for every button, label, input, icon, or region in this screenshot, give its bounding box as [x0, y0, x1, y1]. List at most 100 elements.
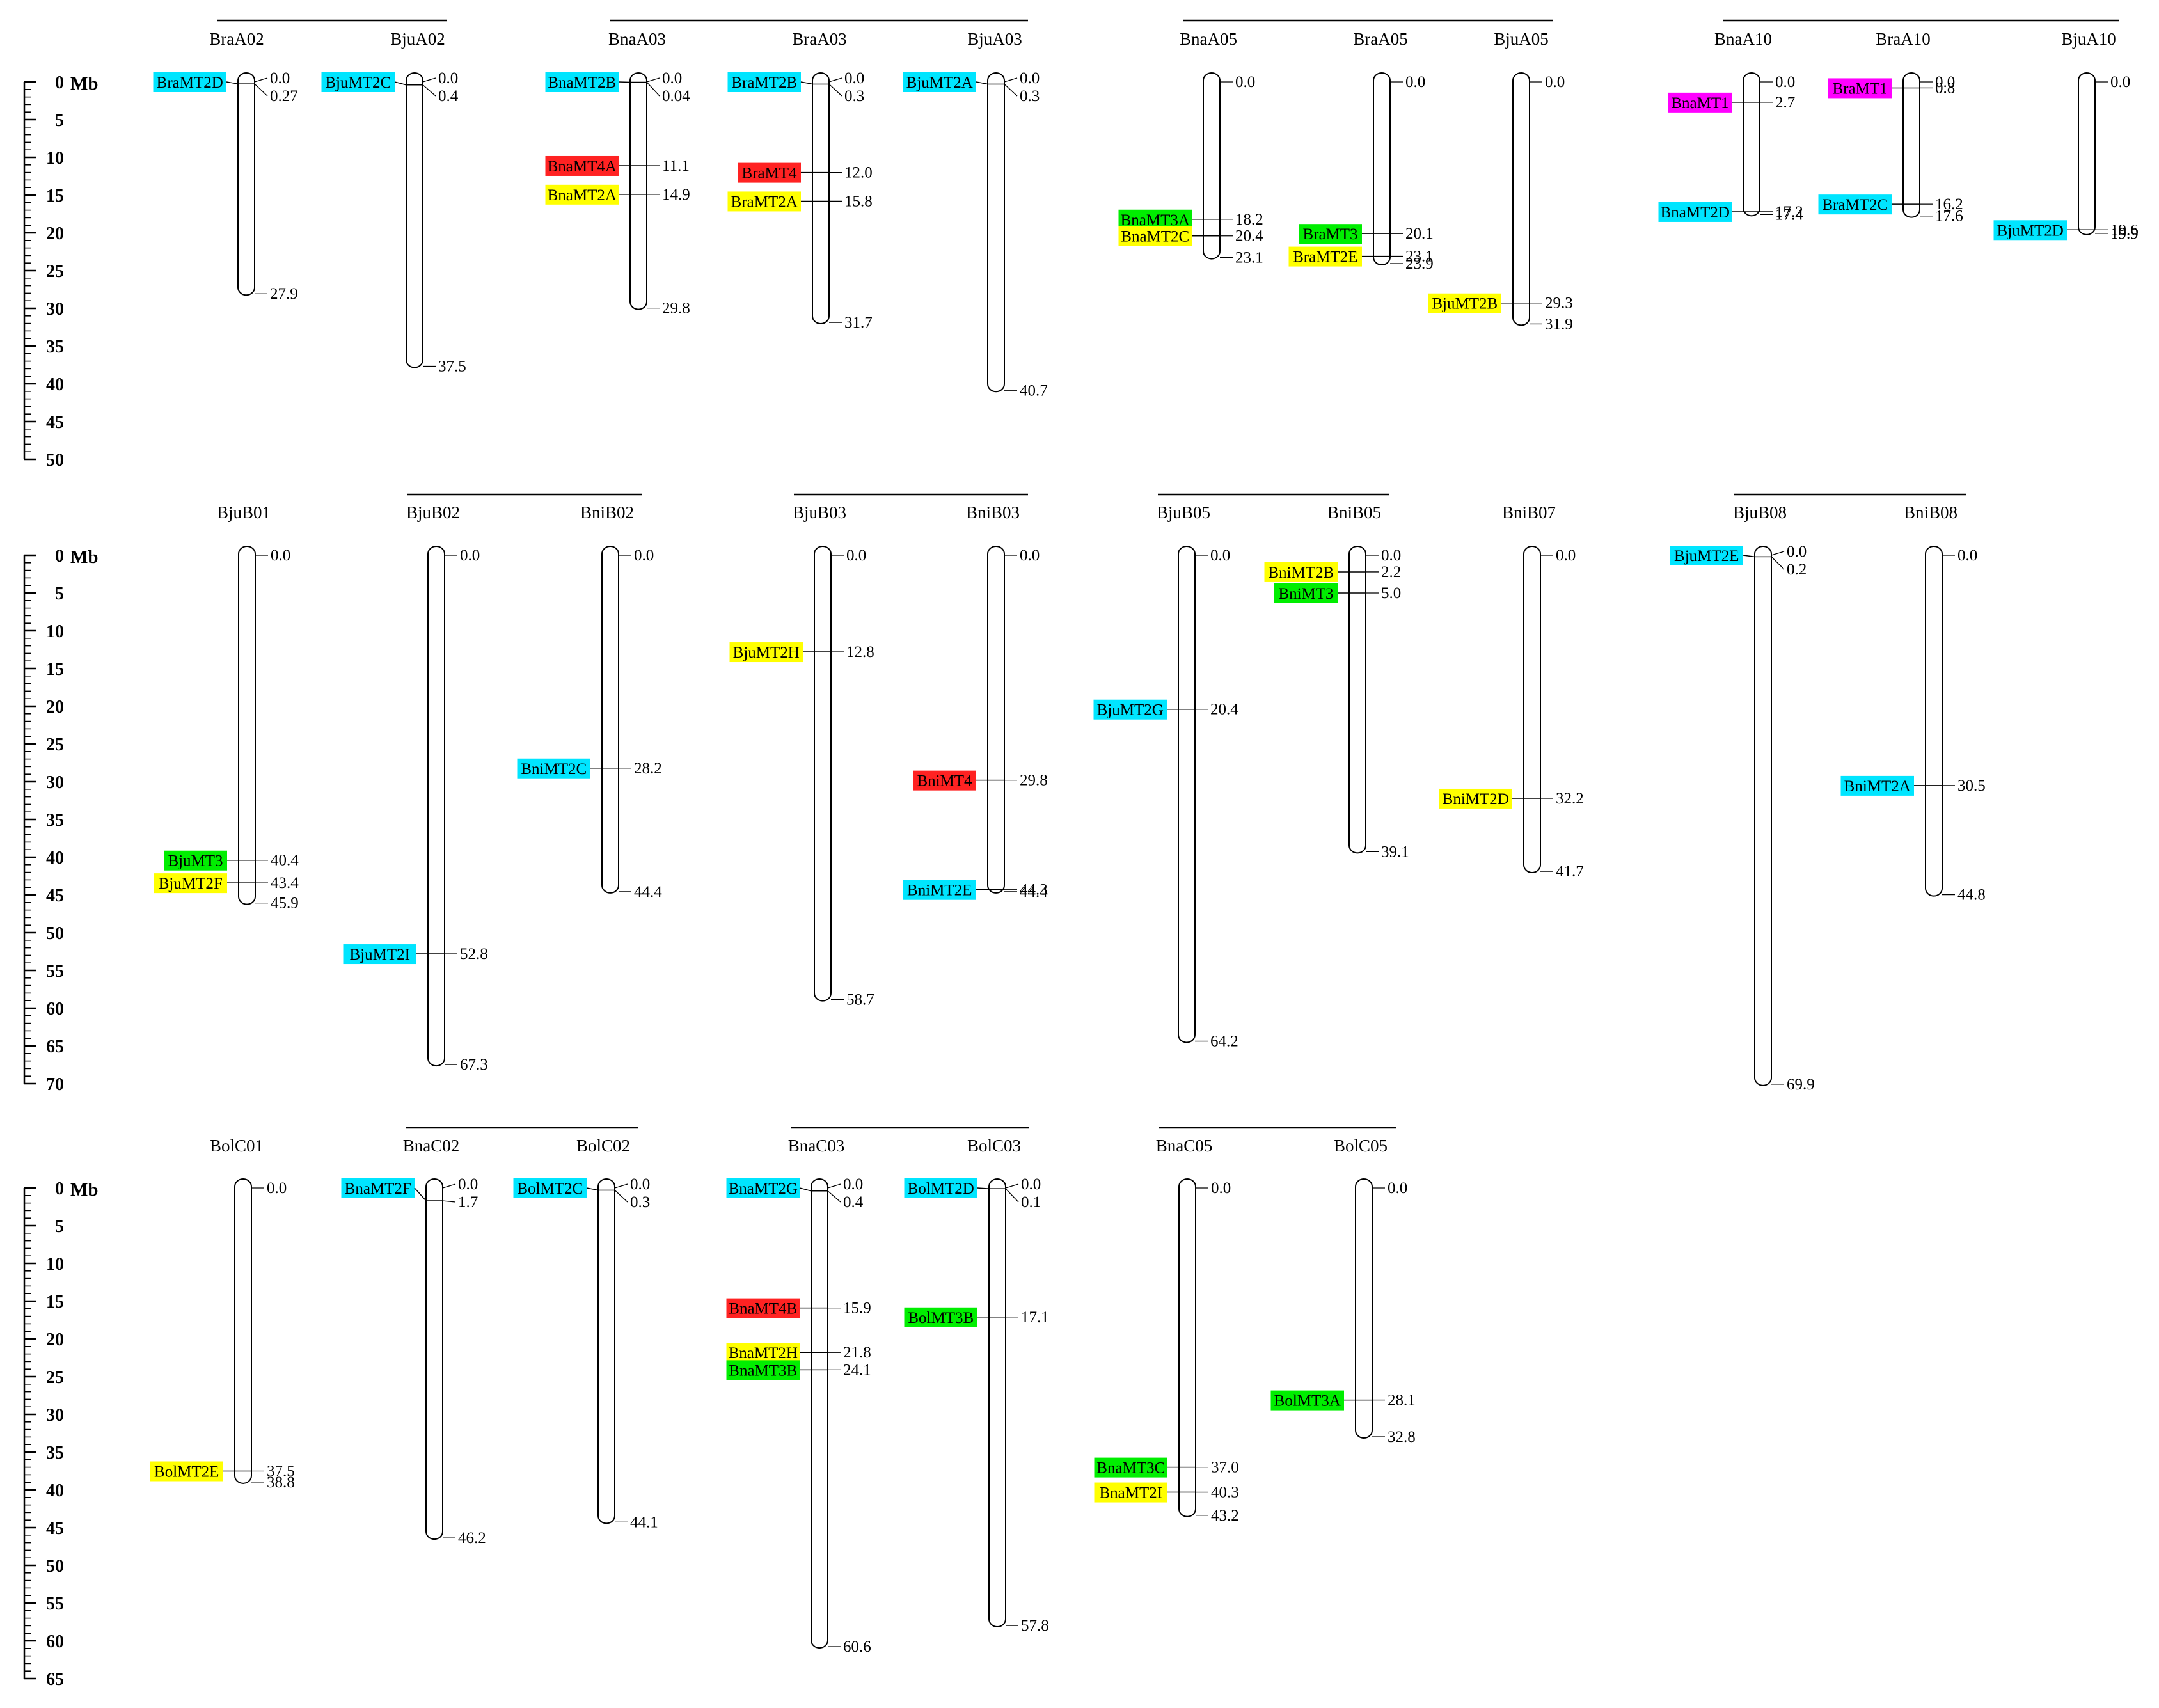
scale-tick-label: 15	[46, 660, 64, 679]
position-leader	[646, 77, 660, 83]
position-label: 0.0	[1235, 74, 1255, 91]
position-label: 28.1	[1388, 1392, 1416, 1409]
gene-label: BjuMT2C	[325, 74, 391, 91]
position-label: 46.2	[458, 1530, 486, 1547]
gene-label-bg	[726, 1343, 800, 1363]
position-label: 44.8	[1957, 887, 1986, 904]
gene-label-bg	[738, 162, 801, 183]
position-label: 19.6	[2110, 221, 2139, 239]
gene-label: BniMT2D	[1443, 791, 1509, 808]
chromosome-name: BniB02	[580, 503, 634, 522]
scale-tick-label: 40	[46, 848, 64, 868]
chromosome-name: BraA02	[209, 29, 264, 49]
position-label: 0.0	[2110, 74, 2130, 91]
scale-tick-label: 20	[46, 224, 64, 244]
chromosome-name: BnaA03	[608, 29, 666, 49]
position-label: 0.0	[1381, 547, 1401, 564]
gene-label: BjuMT2E	[1674, 548, 1739, 565]
chromosome-rod	[1178, 1178, 1196, 1517]
position-label: 11.1	[662, 157, 690, 175]
chromosome-name: BraA03	[792, 29, 846, 49]
gene-marker: BraMT2E 23.1	[1288, 246, 1434, 267]
gene-marker: BjuMT2E 0.00.2	[1670, 543, 1807, 578]
scale-tick-label: 40	[46, 1481, 64, 1501]
scale-tick-label: 15	[46, 186, 64, 206]
chromosome: BnaA10 BnaMT1 2.7 BnaMT2D 17.2 0.0 17.4	[1658, 29, 1803, 223]
gene-marker: BnaMT2B 0.00.04	[545, 70, 690, 105]
gene-label-bg	[1670, 546, 1743, 565]
gene-label-bg	[1094, 1482, 1167, 1503]
scale-tick-label: 50	[46, 924, 64, 944]
position-label: 0.0	[1020, 547, 1040, 564]
position-label: 38.8	[267, 1474, 295, 1491]
gene-marker: BniMT2C 28.2	[517, 758, 662, 779]
chromosome-name: BjuA05	[1494, 29, 1549, 49]
gene-label: BjuMT3	[168, 853, 223, 870]
position-label: 37.5	[267, 1463, 295, 1480]
position-label: 0.0	[267, 1180, 287, 1197]
position-label: 41.7	[1556, 863, 1584, 880]
gene-label-bg	[904, 1178, 977, 1198]
gene-marker: BnaMT2A 14.9	[545, 184, 690, 205]
position-leader	[1771, 551, 1785, 556]
gene-marker: BnaMT2I 40.3	[1094, 1482, 1239, 1503]
scale-unit-label: Mb	[70, 74, 99, 94]
gene-label-bg	[150, 1461, 223, 1482]
gene-label: BnaMT2C	[1121, 228, 1189, 246]
position-label: 0.4	[843, 1194, 864, 1211]
chromosome-group: BjuB02 BjuMT2I 52.8 0.0 67.3 BniB02 BniMT2C 28.…	[343, 493, 662, 1073]
position-label: 0.0	[1775, 74, 1795, 91]
gene-label: BnaMT2D	[1661, 204, 1730, 221]
chromosome-name: BniB08	[1904, 503, 1957, 522]
position-label: 37.5	[438, 358, 466, 376]
position-label: 0.2	[1787, 561, 1807, 578]
scale-tick-label: 70	[46, 1075, 64, 1095]
chromosome-name: BniB07	[1502, 503, 1556, 522]
gene-label-bg	[727, 72, 801, 92]
chromosome-rod	[987, 546, 1005, 894]
position-leader	[1771, 556, 1785, 570]
position-label: 28.2	[634, 760, 662, 777]
gene-label-bg	[1288, 246, 1362, 267]
chromosome: BolC01 BolMT2E 37.5 0.0 38.8	[150, 1136, 295, 1491]
gene-label: BnaMT4B	[729, 1301, 797, 1318]
chromosome-name: BolC01	[210, 1136, 264, 1155]
chromosome-rod	[427, 546, 445, 1067]
position-label: 23.1	[1405, 248, 1434, 265]
chromosome-group: BnaC05 BnaMT3C 37.0 BnaMT2I 40.3 0.0 43.2 BolC0…	[1094, 1127, 1416, 1524]
gene-label: BjuMT2I	[350, 946, 410, 963]
position-leader	[442, 1183, 456, 1189]
gene-label: BnaMT2A	[548, 187, 617, 204]
position-label: 0.0	[1787, 543, 1807, 560]
position-label: 40.7	[1020, 382, 1048, 399]
gene-label-bg	[903, 72, 976, 92]
position-label: 12.8	[846, 644, 874, 661]
chromosome-name: BniB03	[966, 503, 1020, 522]
position-label: 0.4	[438, 88, 459, 105]
position-label: 0.0	[270, 70, 290, 87]
chromosome-name: BnaC05	[1156, 1136, 1213, 1155]
gene-label: BjuMT2B	[1432, 296, 1498, 313]
position-label: 0.3	[844, 88, 864, 105]
position-label: 15.9	[843, 1300, 871, 1317]
position-label: 14.9	[662, 186, 690, 203]
position-label: 0.0	[1210, 547, 1230, 564]
gene-label-bg	[1840, 775, 1914, 796]
chromosome-rod	[1512, 72, 1530, 326]
gene-marker: BjuMT2H 12.8	[729, 642, 874, 663]
gene-label-bg	[1118, 209, 1192, 230]
gene-label: BniMT2C	[521, 761, 587, 778]
chromosome-name: BjuB03	[793, 503, 846, 522]
gene-label: BnaMT3C	[1096, 1460, 1165, 1477]
chromosome-rod	[1348, 546, 1366, 854]
gene-marker: BnaMT2C 20.4	[1118, 226, 1263, 246]
chromosome-rod	[811, 1178, 828, 1649]
gene-marker: BnaMT2G 0.00.4	[726, 1176, 864, 1211]
gene-marker: BraMT2A 15.8	[727, 191, 873, 212]
scale-tick-label: 45	[46, 413, 64, 432]
chromosome-row: Mb 0 5 10 15 20 25 30 35 40 45 50 55 60 65 BolC01 BolMT2…	[23, 1127, 1416, 1689]
gene-connector	[800, 81, 813, 85]
